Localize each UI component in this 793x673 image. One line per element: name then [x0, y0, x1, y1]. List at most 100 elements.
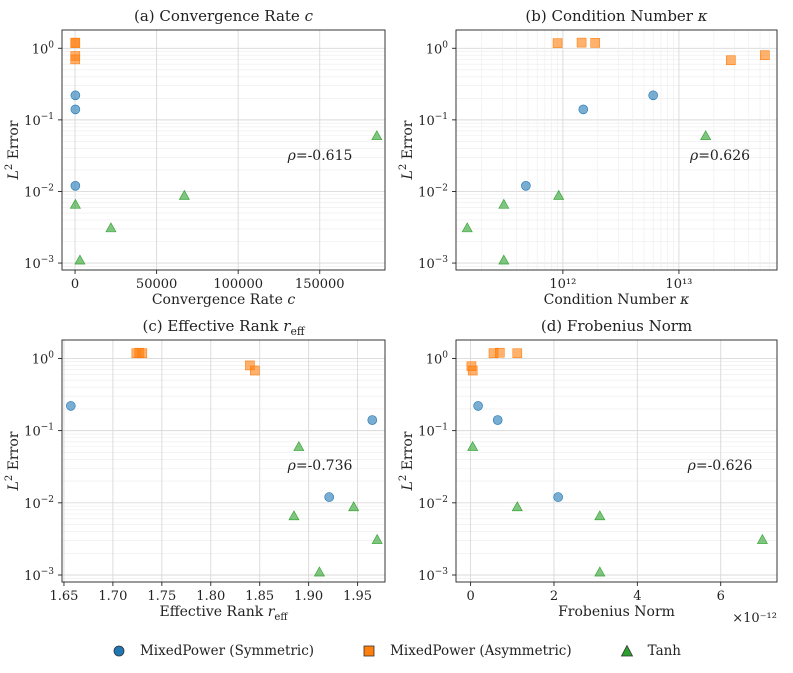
- point-symmetric: [70, 90, 81, 101]
- y-tick-label: 10−2: [418, 495, 448, 512]
- point-tanh: [467, 441, 479, 451]
- y-tick-label: 100: [32, 350, 55, 367]
- x-tick-label: 0: [466, 589, 474, 604]
- point-tanh: [288, 510, 300, 521]
- point-symmetric: [492, 415, 503, 425]
- point-asymmetric: [552, 38, 563, 48]
- point-symmetric: [578, 104, 589, 115]
- point-asymmetric: [576, 37, 587, 48]
- axes-frame: [455, 29, 778, 271]
- panel-title: (b) Condition Number κ: [525, 7, 707, 25]
- y-tick-label: 10−2: [24, 495, 54, 512]
- panel-2: 10−3 10−2 10−1 100 10¹² 10¹³ (b) Condition Num…: [398, 7, 778, 308]
- x-tick-label: 1.70: [98, 589, 127, 604]
- point-symmetric: [66, 401, 76, 411]
- legend-item-asymmetric: MixedPower (Asymmetric): [362, 643, 572, 659]
- point-tanh: [498, 198, 510, 209]
- x-tick-label: 150000: [295, 277, 345, 292]
- x-tick-label: 6: [717, 589, 725, 604]
- point-symmetric: [473, 401, 483, 411]
- point-tanh: [74, 254, 86, 265]
- point-tanh: [594, 510, 606, 521]
- x-tick-label: 50000: [136, 277, 177, 292]
- legend-item-tanh: Tanh: [620, 643, 681, 659]
- point-tanh: [498, 254, 510, 265]
- correlation-label: ρ=0.626: [689, 148, 750, 164]
- y-tick-label: 10−1: [24, 423, 54, 440]
- x-axis-label: Condition Number κ: [544, 292, 690, 308]
- y-axis-label: L2 Error: [4, 431, 22, 491]
- y-tick-label: 10−1: [24, 112, 54, 129]
- point-tanh: [178, 189, 190, 200]
- x-tick-label: 1.85: [245, 589, 274, 604]
- x-tick-label: 1.65: [49, 589, 78, 604]
- point-asymmetric: [245, 360, 255, 371]
- y-tick-label: 10−3: [24, 255, 54, 272]
- point-tanh: [371, 533, 383, 544]
- x-tick-label: 1.80: [196, 589, 225, 604]
- point-asymmetric: [250, 365, 260, 376]
- y-tick-label: 10−3: [418, 567, 448, 584]
- axes-frame: [455, 339, 778, 583]
- point-tanh: [511, 501, 523, 512]
- y-tick-label: 10−2: [418, 183, 448, 200]
- x-tick-label: 1.75: [147, 589, 176, 604]
- y-tick-label: 10−2: [24, 183, 54, 200]
- axes-frame: [61, 29, 386, 271]
- y-tick-label: 100: [426, 350, 449, 367]
- correlation-label: ρ=-0.615: [287, 148, 353, 164]
- panel-4: 10−3 10−2 10−1 100 0 2 4 6 ×10⁻¹² (d) Frobenius N…: [398, 317, 778, 626]
- point-symmetric: [648, 90, 658, 101]
- x-tick-label: 1.90: [294, 589, 323, 604]
- point-tanh: [105, 222, 117, 233]
- point-asymmetric: [467, 365, 478, 376]
- x-tick-label: 2: [550, 589, 558, 604]
- point-symmetric: [521, 180, 531, 191]
- point-tanh: [553, 189, 565, 200]
- panel-title: (d) Frobenius Norm: [541, 317, 692, 335]
- legend-item-symmetric: MixedPower (Symmetric): [112, 643, 314, 659]
- point-asymmetric: [70, 37, 81, 48]
- x-tick-label: 0: [71, 277, 79, 292]
- legend: MixedPower (Symmetric) MixedPower (Asymm…: [0, 638, 793, 664]
- y-tick-label: 100: [426, 40, 449, 57]
- y-tick-label: 10−3: [24, 567, 54, 584]
- y-tick-label: 10−3: [418, 255, 448, 272]
- panel-1: 10−3 10−2 10−1 100 0 50000 100000 150000 (a) Con…: [4, 7, 386, 308]
- panel-title: (a) Convergence Rate c: [134, 7, 314, 25]
- point-tanh: [594, 566, 606, 577]
- point-symmetric: [367, 415, 378, 425]
- panel-3: 10−3 10−2 10−1 100 1.65 1.70 1.75 1.80 1.85 1.90 1…: [4, 317, 386, 623]
- x-axis-label: Frobenius Norm: [558, 604, 675, 620]
- legend-label-symmetric: MixedPower (Symmetric): [139, 643, 315, 659]
- point-symmetric: [553, 492, 563, 502]
- point-tanh: [371, 130, 383, 141]
- x-axis-label: Effective Rank reff: [159, 604, 288, 623]
- x-tick-label: 10¹²: [549, 277, 576, 292]
- correlation-label: ρ=-0.736: [287, 458, 353, 474]
- correlation-label: ρ=-0.626: [687, 458, 753, 474]
- y-axis-label: L2 Error: [398, 120, 416, 180]
- x-tick-label: 100000: [213, 277, 263, 292]
- x-tick-label: 10¹³: [665, 277, 692, 292]
- x-axis-label: Convergence Rate c: [152, 292, 295, 308]
- point-tanh: [756, 533, 768, 544]
- legend-triangle-marker: [620, 644, 633, 657]
- y-tick-label: 10−1: [418, 112, 448, 129]
- y-tick-label: 10−1: [418, 423, 448, 440]
- point-asymmetric: [494, 347, 505, 358]
- point-asymmetric: [726, 55, 736, 66]
- y-axis-label: L2 Error: [4, 120, 22, 180]
- point-asymmetric: [590, 38, 601, 48]
- x-offset-label: ×10⁻¹²: [732, 611, 777, 626]
- x-tick-label: 1.95: [343, 589, 372, 604]
- x-tick-label: 4: [633, 589, 641, 604]
- point-asymmetric: [512, 348, 523, 359]
- point-tanh: [313, 566, 325, 577]
- axes-frame: [61, 339, 386, 583]
- point-tanh: [461, 222, 473, 233]
- legend-square-marker: [363, 645, 375, 657]
- point-asymmetric: [70, 54, 81, 65]
- point-symmetric: [70, 104, 81, 115]
- point-asymmetric: [134, 347, 145, 358]
